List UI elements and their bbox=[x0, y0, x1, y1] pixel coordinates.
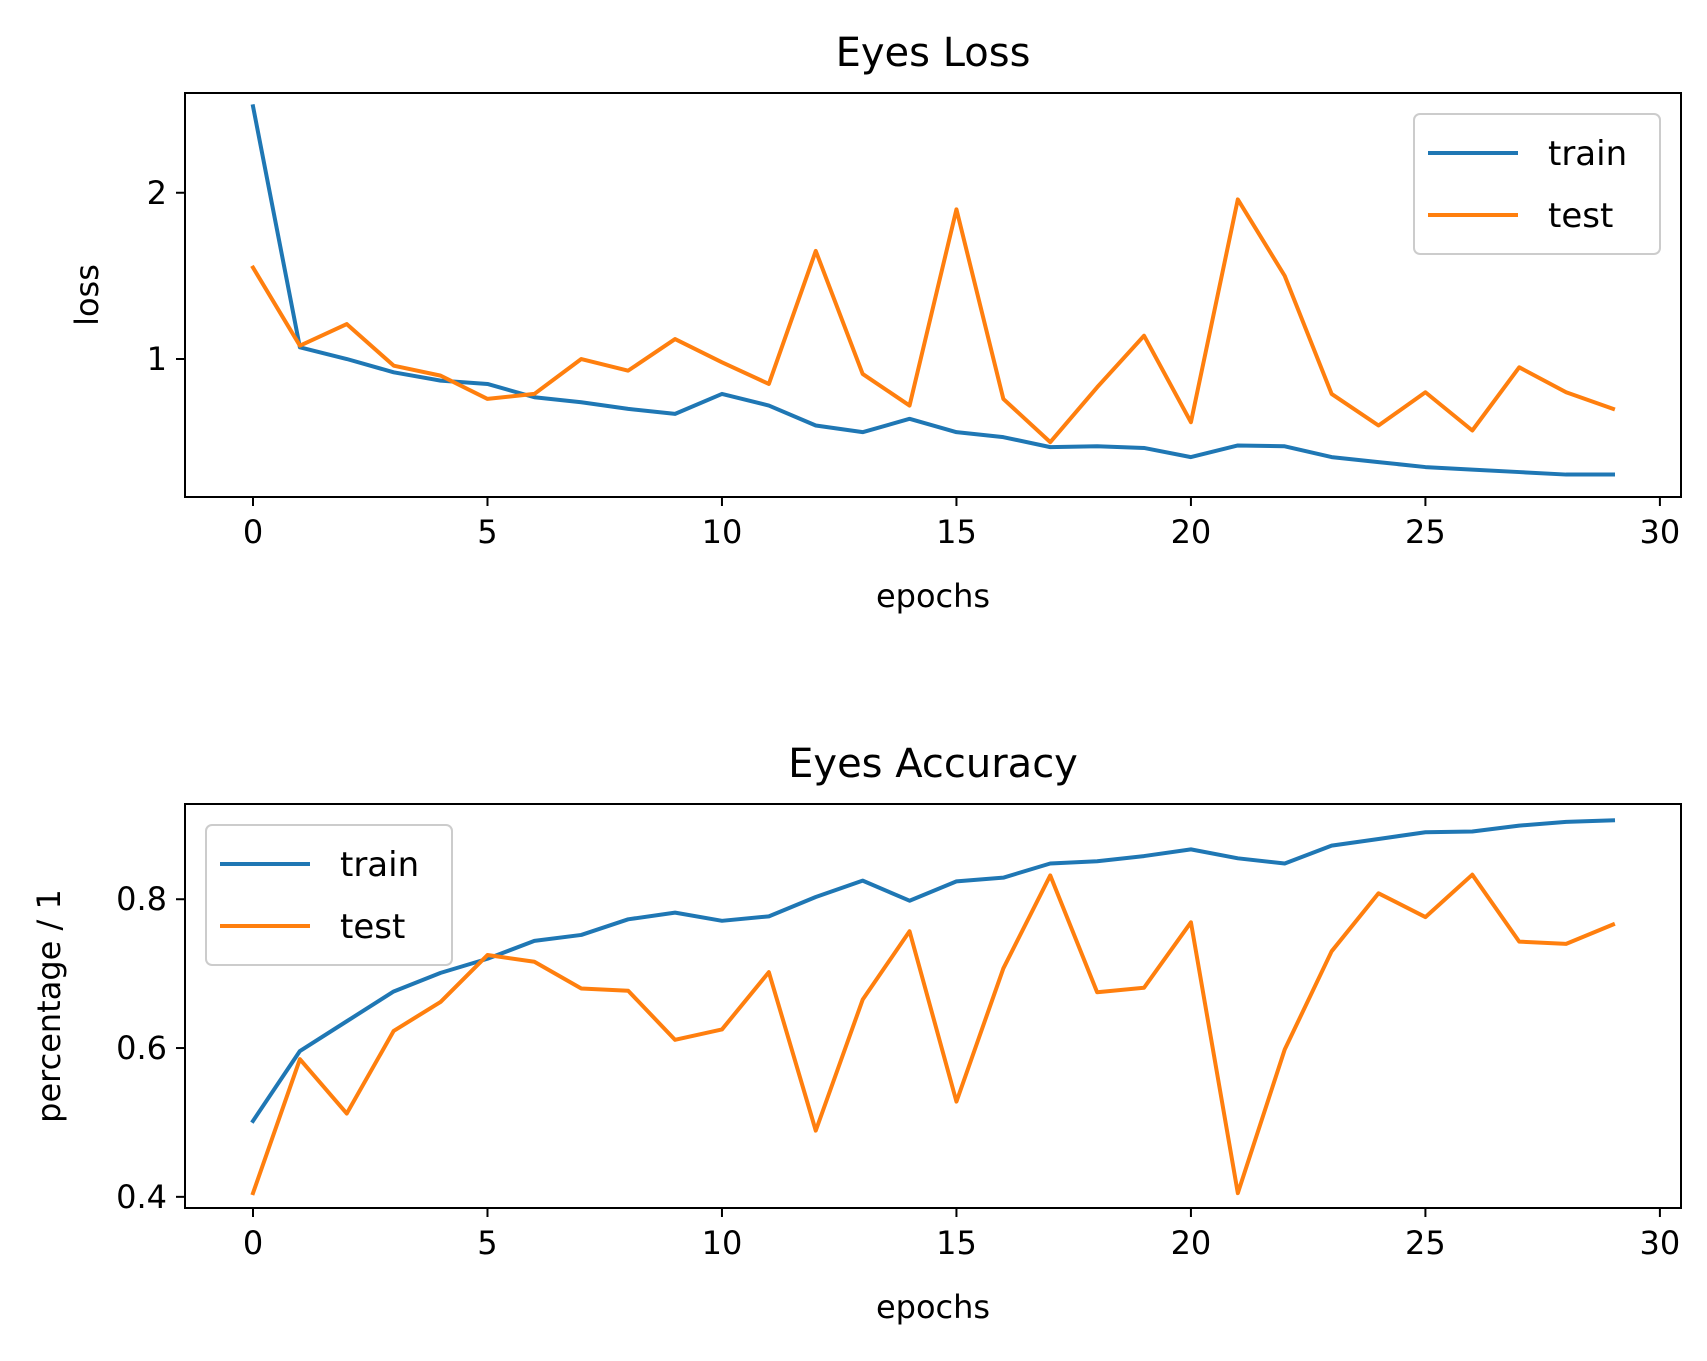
chart1-legend-label-test: test bbox=[1548, 196, 1613, 236]
chart1: 0 5 10 15 20 25 30 1 2 Eyes Loss epochs loss train te… bbox=[68, 30, 1682, 615]
chart1-x-tick-label: 25 bbox=[1405, 513, 1446, 551]
chart1-x-axis-label: epochs bbox=[876, 577, 990, 615]
chart1-x-tick-label: 20 bbox=[1171, 513, 1212, 551]
chart1-axes-frame bbox=[184, 92, 1682, 498]
chart1-y-tick-label: 1 bbox=[147, 340, 167, 378]
chart1-legend-box bbox=[1413, 113, 1661, 255]
chart1-x-tick-label: 10 bbox=[702, 513, 743, 551]
chart1-x-tick-label: 0 bbox=[243, 513, 263, 551]
chart2-x-tick-label: 0 bbox=[243, 1224, 263, 1262]
chart2-title: Eyes Accuracy bbox=[788, 741, 1078, 787]
chart1-series-test-line bbox=[250, 197, 1616, 445]
chart2-x-axis-label: epochs bbox=[876, 1288, 990, 1326]
chart2-x-tick-label: 20 bbox=[1171, 1224, 1212, 1262]
chart1-x-tick-label: 30 bbox=[1640, 513, 1681, 551]
chart2-x-tick-label: 5 bbox=[477, 1224, 497, 1262]
chart2-legend-label-train: train bbox=[340, 845, 419, 885]
chart2-x-tick-label: 15 bbox=[936, 1224, 977, 1262]
chart2-x-tick-label: 10 bbox=[702, 1224, 743, 1262]
chart2-y-tick-label: 0.8 bbox=[116, 880, 167, 918]
chart2: 0 5 10 15 20 25 30 0.4 0.6 0.8 Eyes Accuracy epochs… bbox=[30, 741, 1682, 1326]
chart2-series-train-line bbox=[250, 818, 1616, 1124]
chart1-legend-label-train: train bbox=[1548, 134, 1627, 174]
chart2-legend-box bbox=[205, 824, 453, 966]
chart2-axes-frame bbox=[184, 803, 1682, 1209]
chart1-series-train-line bbox=[250, 103, 1615, 477]
chart2-legend: train test bbox=[205, 824, 453, 966]
chart2-series-test-line bbox=[250, 872, 1616, 1196]
chart2-y-tick-label: 0.4 bbox=[116, 1178, 167, 1216]
chart1-title: Eyes Loss bbox=[836, 30, 1031, 76]
chart2-legend-label-test: test bbox=[340, 907, 405, 947]
chart1-x-tick-label: 15 bbox=[936, 513, 977, 551]
chart1-x-tick-label: 5 bbox=[477, 513, 497, 551]
chart2-x-tick-label: 30 bbox=[1640, 1224, 1681, 1262]
chart1-y-axis-label: loss bbox=[68, 264, 106, 326]
chart1-y-tick-label: 2 bbox=[147, 174, 167, 212]
chart1-legend: train test bbox=[1413, 113, 1661, 255]
chart2-y-axis-label: percentage / 1 bbox=[30, 889, 68, 1123]
chart2-x-tick-label: 25 bbox=[1405, 1224, 1446, 1262]
chart2-y-tick-label: 0.6 bbox=[116, 1029, 167, 1067]
